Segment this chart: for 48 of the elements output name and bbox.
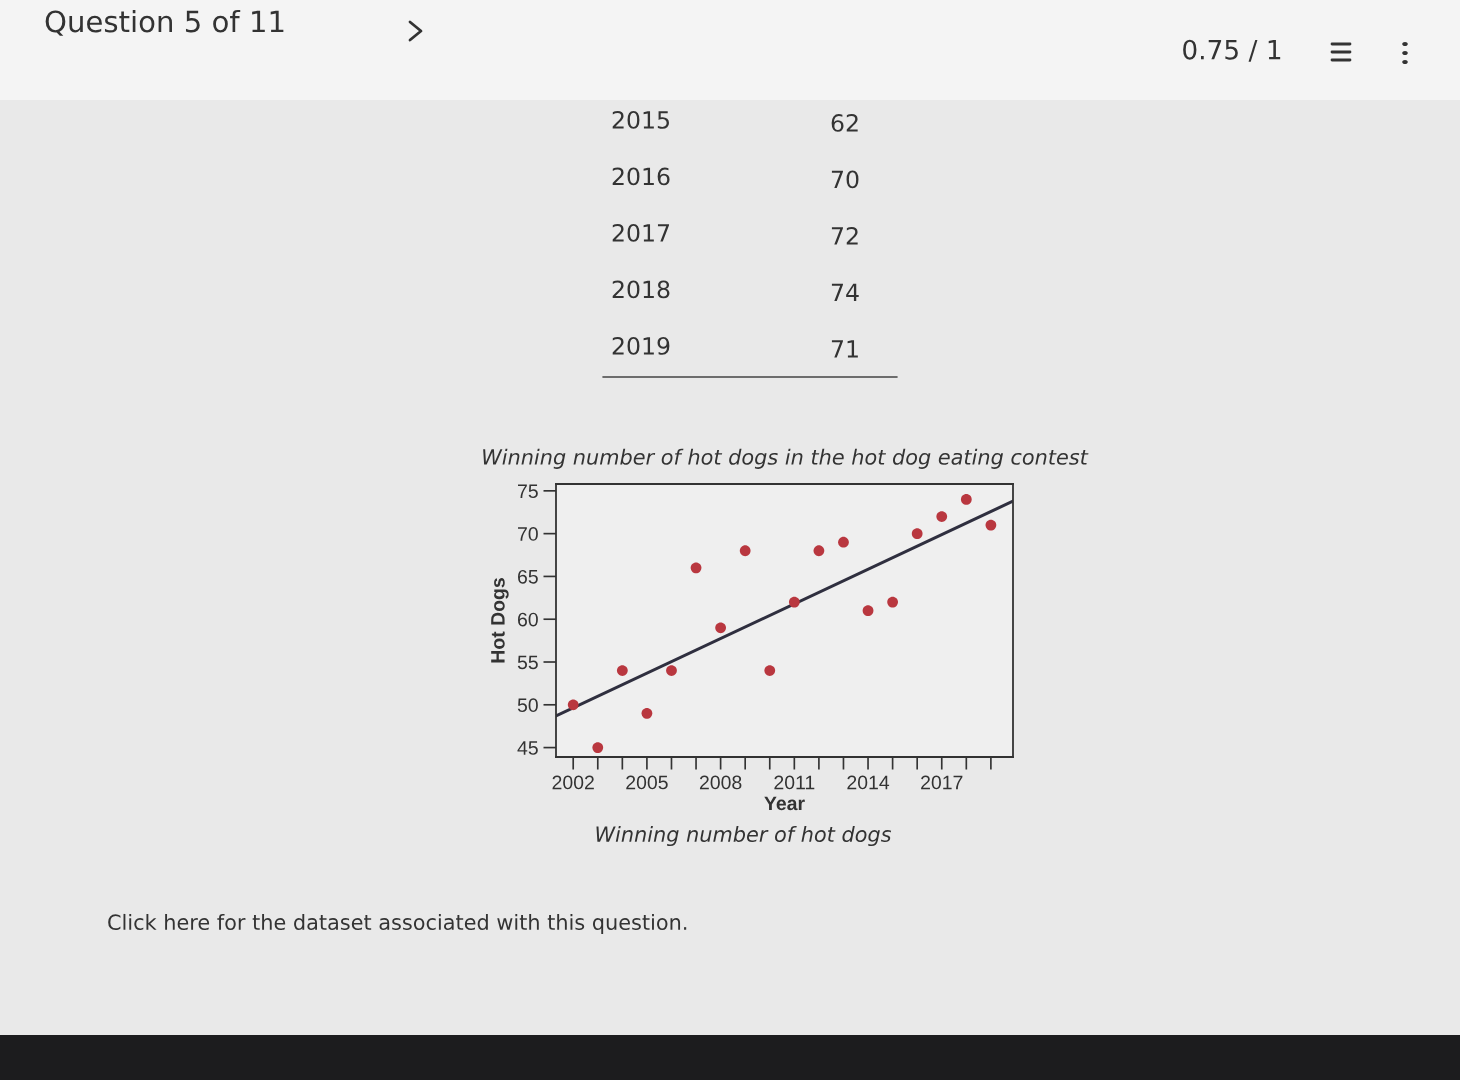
text: Question 5 of 11: [45, 9, 284, 36]
x-tick-label: 2005: [626, 775, 668, 790]
point: [911, 528, 923, 540]
x-tick-label: 2017: [921, 775, 963, 790]
text: 62: [831, 113, 858, 132]
text: 2016: [612, 167, 670, 186]
point: [960, 494, 972, 505]
point: [764, 665, 776, 676]
x-tick-label: 2008: [699, 775, 742, 790]
point: [788, 596, 800, 608]
text: Winning number of hot dogs: [596, 825, 892, 847]
point: [862, 605, 874, 617]
y-tick-label: 50: [517, 698, 538, 713]
point: [936, 511, 948, 522]
point: [567, 699, 579, 711]
point: [887, 596, 898, 608]
x-tick-label: 2011: [774, 775, 815, 790]
y-tick-label: 65: [518, 569, 538, 584]
point: [838, 536, 849, 548]
text: 2018: [612, 280, 670, 299]
point: [641, 707, 653, 719]
point: [985, 519, 997, 531]
point: [592, 742, 604, 753]
y-tick-label: 75: [518, 484, 538, 499]
y-tick-label: 70: [518, 527, 538, 541]
x-tick-label: 2014: [847, 775, 890, 790]
chart-title: Winning number of hot dogs in the hot dog eating contest: [483, 448, 1089, 469]
point: [690, 562, 702, 574]
y-tick-label: 45: [517, 741, 538, 755]
text: 70: [831, 170, 859, 189]
y-axis-title: Hot Dogs: [491, 578, 509, 663]
text: 2017: [612, 223, 670, 242]
point: [666, 665, 677, 676]
point: [739, 545, 751, 557]
point: [715, 622, 726, 634]
text: 72: [831, 226, 858, 245]
text: 74: [831, 283, 859, 302]
x-axis-title: Year: [764, 796, 805, 811]
x-tick-label: 2002: [552, 775, 594, 790]
y-tick-label: 55: [517, 655, 538, 670]
point: [616, 665, 628, 676]
text: 2015: [612, 110, 669, 129]
text: Click here for the dataset associated with this question.: [108, 913, 687, 935]
text: 71: [831, 340, 858, 358]
text: 2019: [612, 336, 670, 355]
point: [813, 545, 825, 557]
text: 0.75 / 1: [1183, 39, 1281, 62]
y-tick-label: 60: [518, 612, 538, 627]
